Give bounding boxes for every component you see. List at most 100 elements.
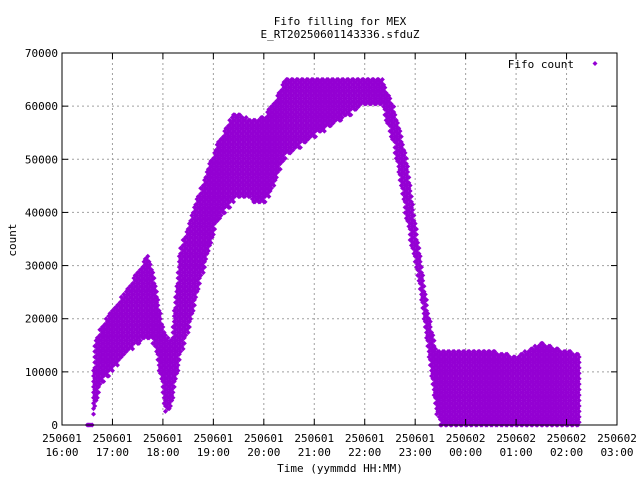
x-tick-label-time: 18:00 <box>146 446 179 459</box>
data-point <box>171 384 177 390</box>
data-point <box>262 199 268 205</box>
data-point <box>162 332 168 338</box>
data-point <box>109 368 115 374</box>
data-point <box>92 403 98 409</box>
y-tick-label: 30000 <box>25 260 58 273</box>
data-point <box>576 408 582 414</box>
data-point <box>424 297 430 303</box>
data-point <box>91 411 97 417</box>
data-point <box>405 164 411 170</box>
data-point <box>175 362 181 368</box>
y-tick-label: 40000 <box>25 206 58 219</box>
data-point <box>417 259 423 265</box>
data-point <box>193 294 199 300</box>
data-point <box>430 332 436 338</box>
data-point <box>576 359 582 365</box>
data-point <box>382 85 388 91</box>
data-point <box>391 104 397 110</box>
data-point <box>268 185 274 191</box>
data-point <box>195 286 201 292</box>
ticks: 0100002000030000400005000060000700002506… <box>25 47 637 459</box>
plot-border <box>61 52 618 426</box>
x-axis-label: Time (yymmdd HH:MM) <box>277 462 403 475</box>
data-point <box>96 389 102 395</box>
points <box>84 76 582 428</box>
data-point <box>186 324 192 330</box>
data-point <box>408 193 414 199</box>
data-point <box>424 302 430 308</box>
x-tick-label-time: 19:00 <box>197 446 230 459</box>
data-point <box>210 232 216 238</box>
x-tick-label-time: 20:00 <box>247 446 280 459</box>
x-tick-label-time: 17:00 <box>96 446 129 459</box>
data-point <box>222 210 228 216</box>
data-point <box>392 112 398 118</box>
data-point <box>273 174 279 180</box>
data-point <box>348 112 354 118</box>
data-point <box>576 387 582 393</box>
data-point <box>431 338 437 344</box>
data-point <box>432 346 438 352</box>
data-point <box>415 240 421 246</box>
data-point <box>106 373 112 379</box>
x-tick-label-time: 21:00 <box>298 446 331 459</box>
data-point <box>576 370 582 376</box>
legend-label: Fifo count <box>508 58 574 71</box>
data-point <box>175 368 181 374</box>
data-point <box>208 240 214 246</box>
data-point <box>576 392 582 398</box>
data-point <box>115 362 120 368</box>
data-point <box>181 340 187 346</box>
data-point <box>416 245 422 251</box>
data-point <box>277 166 283 172</box>
y-tick-label: 70000 <box>25 47 58 60</box>
x-tick-label-date: 250601 <box>294 432 334 445</box>
x-tick-label-date: 250601 <box>244 432 284 445</box>
data-point <box>407 183 413 189</box>
x-tick-label-date: 250601 <box>395 432 435 445</box>
x-tick-label-time: 02:00 <box>550 446 583 459</box>
x-tick-label-date: 250601 <box>93 432 133 445</box>
data-point <box>410 207 416 213</box>
data-point <box>157 310 163 316</box>
data-point <box>170 395 176 401</box>
y-tick-label: 50000 <box>25 153 58 166</box>
data-point <box>379 76 385 82</box>
chart-subtitle: E_RT20250601143336.sfduZ <box>261 28 420 41</box>
data-point <box>185 329 191 335</box>
data-point <box>152 283 158 289</box>
data-point <box>196 281 202 287</box>
data-point <box>387 95 393 101</box>
data-point <box>397 128 403 134</box>
y-tick-label: 10000 <box>25 366 58 379</box>
data-point <box>271 183 277 189</box>
x-tick-label-date: 250602 <box>547 432 587 445</box>
x-tick-label-time: 22:00 <box>348 446 381 459</box>
y-tick-label: 60000 <box>25 100 58 113</box>
data-point <box>427 324 433 330</box>
data-point <box>150 270 156 276</box>
data-point <box>576 354 582 360</box>
data-point <box>410 202 416 208</box>
data-point <box>403 155 409 161</box>
data-point <box>412 221 418 227</box>
y-tick-label: 20000 <box>25 313 58 326</box>
data-point <box>227 204 233 210</box>
data-point <box>418 264 424 270</box>
data-point <box>425 310 431 316</box>
data-point <box>190 308 196 314</box>
chart-title: Fifo filling for MEX <box>274 15 407 28</box>
data-point <box>405 169 411 175</box>
data-point <box>297 144 303 150</box>
x-tick-label-date: 250601 <box>42 432 82 445</box>
data-point <box>313 134 319 140</box>
data-point <box>576 398 582 404</box>
data-point <box>252 199 258 205</box>
data-point <box>147 261 153 267</box>
data-point <box>165 335 171 341</box>
data-point <box>576 414 582 420</box>
data-point <box>576 376 582 382</box>
data-point <box>154 289 160 295</box>
data-point <box>97 381 103 387</box>
x-tick-label-time: 03:00 <box>600 446 633 459</box>
